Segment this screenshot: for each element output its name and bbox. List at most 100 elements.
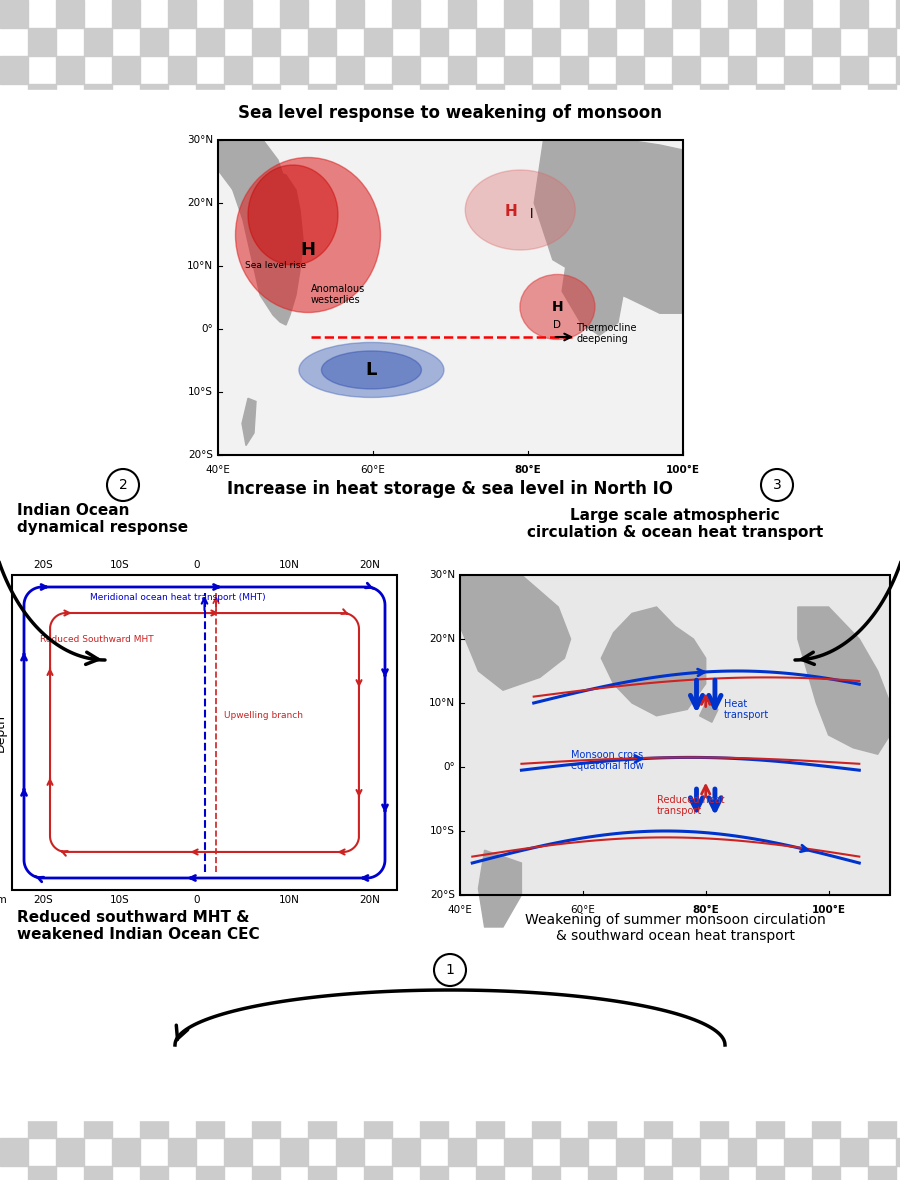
Text: 10N: 10N [279,560,300,570]
Text: 20°N: 20°N [429,634,455,644]
Text: 10°N: 10°N [429,699,455,708]
Bar [84,1110,112,1138]
Bar [364,84,392,112]
Polygon shape [798,607,890,754]
Bar [812,1110,840,1138]
Bar [504,1138,532,1166]
Text: Weakening of summer monsoon circulation
& southward ocean heat transport: Weakening of summer monsoon circulation … [525,913,825,943]
Bar [140,1110,168,1138]
Bar [532,1166,560,1180]
Text: 40°E: 40°E [447,905,473,915]
Text: 1: 1 [446,963,454,977]
Ellipse shape [248,165,338,266]
Bar [532,84,560,112]
Bar [840,1138,868,1166]
Bar [308,1110,336,1138]
Bar [56,55,84,84]
Bar [420,28,448,55]
Bar [196,1166,224,1180]
Ellipse shape [520,275,595,340]
Bar [112,1138,140,1166]
Bar [308,28,336,55]
Text: 20°S: 20°S [188,450,213,460]
Bar [196,28,224,55]
Bar [784,1138,812,1166]
Text: 0°: 0° [202,324,213,334]
Bar [364,1166,392,1180]
Text: Sea level rise: Sea level rise [246,261,307,269]
Bar [28,1166,56,1180]
Bar [784,0,812,28]
Bar [560,55,588,84]
Text: Reduced southward MHT &
weakened Indian Ocean CEC: Reduced southward MHT & weakened Indian … [17,910,259,943]
Bar [168,55,196,84]
Bar [336,0,364,28]
Bar [252,84,280,112]
Text: 500m: 500m [0,894,7,905]
Text: 30°N: 30°N [429,570,455,581]
Bar [196,1110,224,1138]
Text: 100°E: 100°E [812,905,846,915]
Bar [168,0,196,28]
Bar [812,84,840,112]
Bar [252,1110,280,1138]
Bar [224,0,252,28]
Bar [112,0,140,28]
Bar [280,0,308,28]
Text: Sea level response to weakening of monsoon: Sea level response to weakening of monso… [238,104,662,122]
Bar [560,0,588,28]
Bar [56,1138,84,1166]
Bar [756,1110,784,1138]
Text: 30°N: 30°N [187,135,213,145]
Polygon shape [242,399,256,446]
Bar [728,0,756,28]
Text: 80°E: 80°E [692,905,719,915]
Text: 40°E: 40°E [205,465,230,476]
Bar [84,1166,112,1180]
Text: Thermocline
deepening: Thermocline deepening [576,322,636,345]
Bar [392,55,420,84]
Text: 20N: 20N [360,894,381,905]
Bar [840,55,868,84]
Bar [308,1166,336,1180]
Bar [308,84,336,112]
Bar [460,575,890,894]
Ellipse shape [299,342,444,398]
Text: l: l [529,208,533,221]
Bar [616,0,644,28]
Text: 2: 2 [119,478,128,492]
Bar [252,1166,280,1180]
Bar [12,575,397,890]
Text: 60°E: 60°E [571,905,595,915]
Text: Monsoon cross
equatorial flow: Monsoon cross equatorial flow [571,749,644,772]
Text: H: H [505,204,518,219]
Bar [448,55,476,84]
Text: Depth: Depth [0,714,7,752]
Text: Meridional ocean heat transport (MHT): Meridional ocean heat transport (MHT) [90,592,266,602]
Bar [12,575,397,890]
Bar [448,0,476,28]
Bar [392,0,420,28]
Bar [672,0,700,28]
Bar [196,84,224,112]
Text: 20S: 20S [33,894,53,905]
Text: 10S: 10S [110,560,130,570]
Bar [420,1166,448,1180]
Bar [700,84,728,112]
Bar [896,55,900,84]
Text: Reduced heat
transport: Reduced heat transport [657,794,724,817]
Ellipse shape [236,157,381,313]
Bar [756,1166,784,1180]
Bar [218,140,683,455]
Text: 10S: 10S [110,894,130,905]
Bar [588,84,616,112]
Text: Upwelling branch: Upwelling branch [224,710,302,720]
Bar [0,55,28,84]
Text: 10°N: 10°N [187,261,213,271]
Polygon shape [218,140,288,230]
Bar [364,1110,392,1138]
Bar [84,28,112,55]
Bar [672,55,700,84]
Bar [504,0,532,28]
Bar [364,28,392,55]
